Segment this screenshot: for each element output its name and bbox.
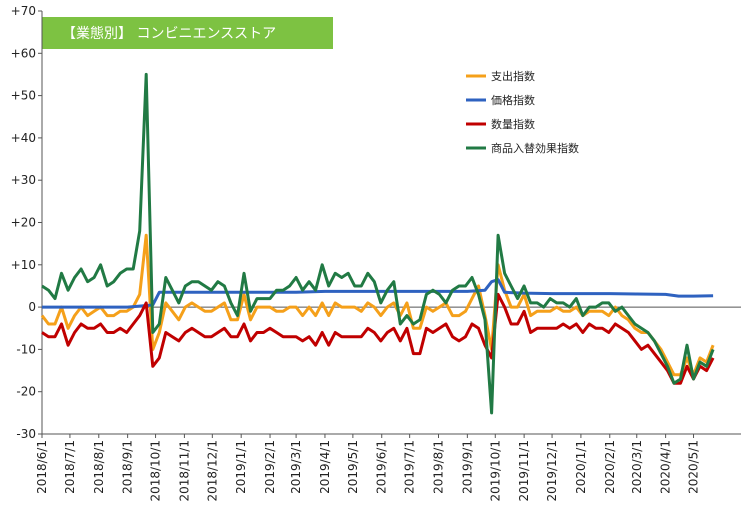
x-tick-label: 2020/4/1 — [659, 440, 673, 494]
x-tick-label: 2018/12/1 — [205, 440, 219, 502]
x-tick-label: 2019/7/1 — [403, 440, 417, 494]
x-tick-label: 2018/7/1 — [63, 440, 77, 494]
x-tick-label: 2019/6/1 — [375, 440, 389, 494]
x-tick-label: 2019/5/1 — [346, 440, 360, 494]
y-tick-label: +40 — [11, 131, 36, 145]
y-tick-label: +70 — [11, 4, 36, 18]
series-lines — [40, 72, 715, 415]
legend-label: 価格指数 — [491, 93, 535, 107]
y-tick-label: -20 — [16, 385, 36, 399]
y-tick-label: +30 — [11, 173, 36, 187]
x-tick-label: 2020/3/1 — [630, 440, 644, 494]
x-tick-label: 2018/6/1 — [35, 440, 49, 494]
x-tick-label: 2019/2/1 — [263, 440, 277, 494]
chart-title-background — [42, 17, 333, 49]
x-tick-label: 2019/12/1 — [545, 440, 559, 502]
x-tick-label: 2020/1/1 — [574, 440, 588, 494]
x-tick-label: 2018/8/1 — [92, 440, 106, 494]
x-tick-label: 2020/5/1 — [687, 440, 701, 494]
x-tick-label: 2019/9/1 — [460, 440, 474, 494]
x-tick-label: 2018/9/1 — [121, 440, 135, 494]
y-tick-label: 0 — [28, 300, 36, 314]
series-line-3 — [41, 292, 715, 385]
x-tick-label: 2018/10/1 — [149, 440, 163, 502]
x-tick-label: 2019/4/1 — [318, 440, 332, 494]
x-tick-label: 2019/11/1 — [517, 440, 531, 502]
y-tick-label: +20 — [11, 216, 36, 230]
chart-title: 【業態別】 コンビニエンスストア — [62, 26, 276, 42]
series-line-4 — [41, 72, 715, 415]
x-tick-label: 2020/2/1 — [603, 440, 617, 494]
y-tick-label: +60 — [11, 46, 36, 60]
series-line-2 — [42, 278, 714, 309]
series-line-1 — [40, 233, 715, 377]
x-tick-label: 2018/11/1 — [177, 440, 191, 502]
y-tick-label: -10 — [16, 342, 36, 356]
y-axis-ticks: +70 +60 +50 +40 +30 +20 +10 0 -10 -20 -30 — [11, 4, 42, 441]
legend-label: 商品入替効果指数 — [491, 141, 579, 155]
y-tick-label: +50 — [11, 89, 36, 103]
legend-label: 数量指数 — [491, 117, 535, 131]
x-tick-label: 2019/1/1 — [234, 440, 248, 494]
x-tick-label: 2019/10/1 — [488, 440, 502, 502]
x-tick-label: 2019/3/1 — [289, 440, 303, 494]
legend-label: 支出指数 — [491, 69, 535, 83]
chart-title-box: 【業態別】 コンビニエンスストア — [42, 17, 333, 49]
y-tick-label: -30 — [16, 427, 36, 441]
y-tick-label: +10 — [11, 258, 36, 272]
x-axis-ticks: 2018/6/1 2018/7/1 2018/8/1 2018/9/1 2018/10/… — [35, 434, 701, 502]
x-tick-label: 2019/8/1 — [432, 440, 446, 494]
